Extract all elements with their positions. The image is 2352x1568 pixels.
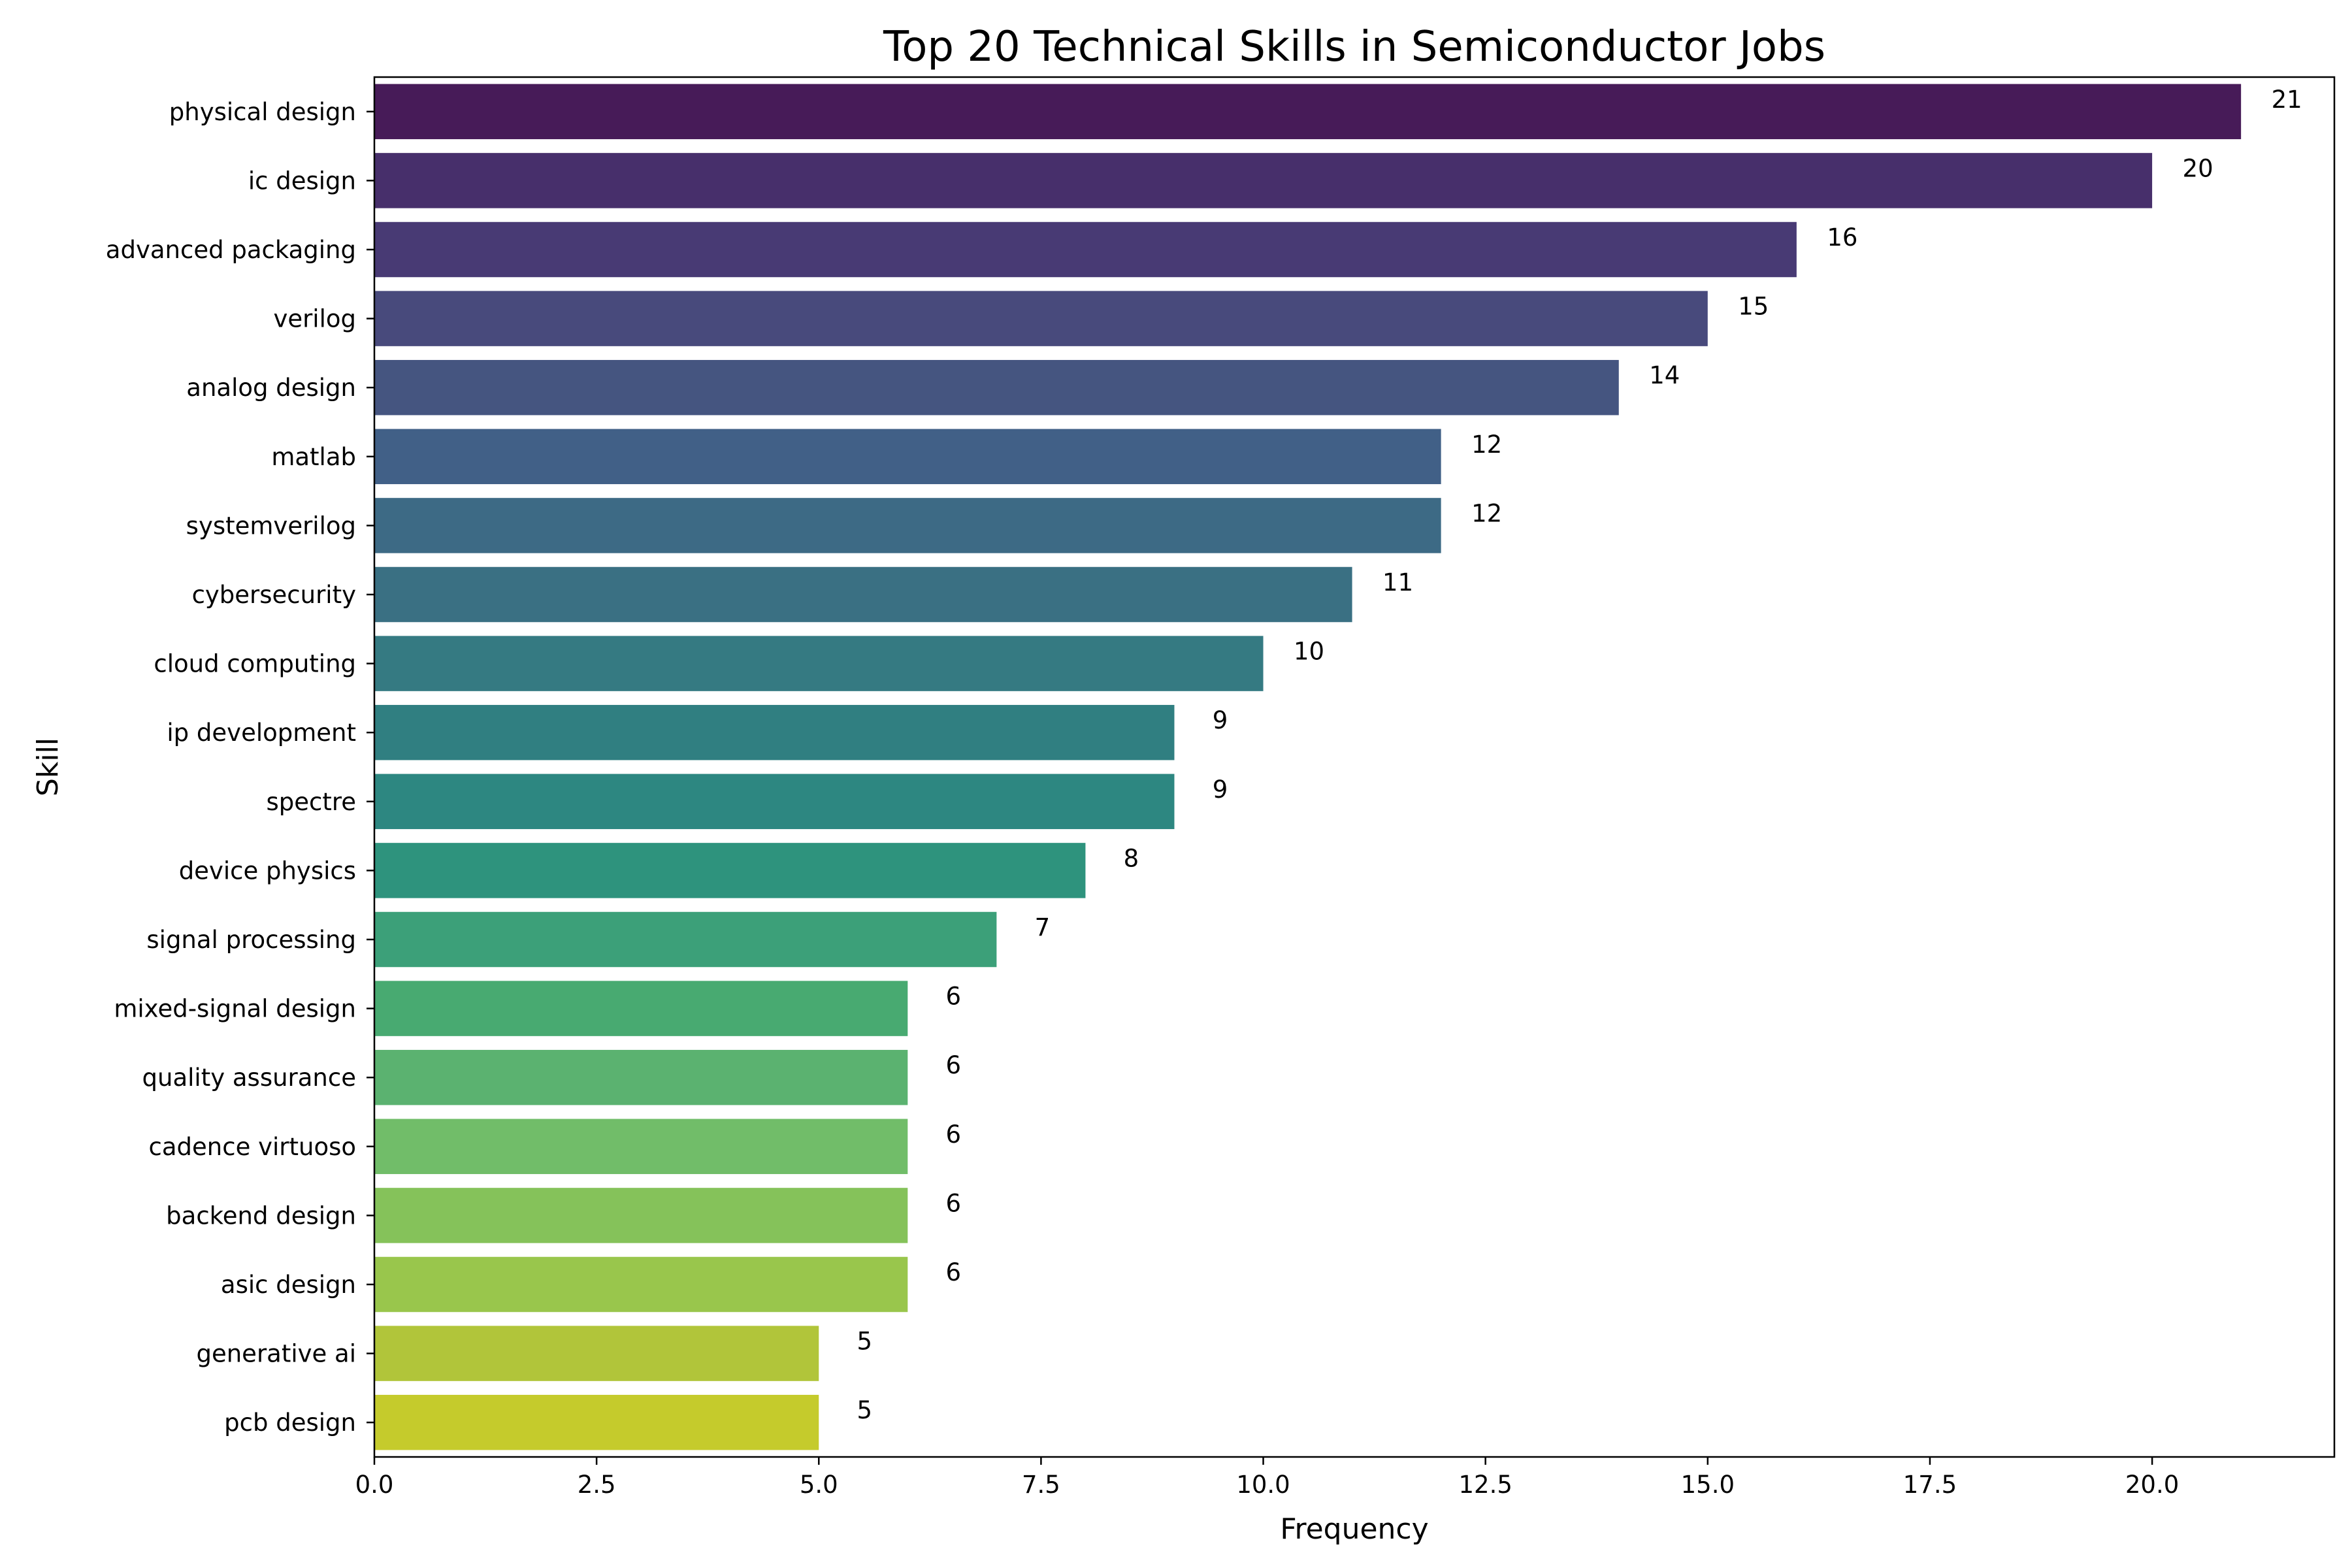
x-tick-label: 2.5 xyxy=(578,1471,616,1499)
value-label-group: 21 20 16 15 14 12 12 11 10 9 9 8 7 6 6 6 6 6 5 5 xyxy=(857,86,2302,1424)
bar-systemverilog xyxy=(374,498,1441,553)
bar-group xyxy=(374,84,2242,1450)
value-label: 11 xyxy=(1382,568,1413,596)
chart-title: Top 20 Technical Skills in Semiconductor… xyxy=(883,23,1825,71)
y-tick-label: asic design xyxy=(221,1271,356,1299)
value-label: 21 xyxy=(2272,86,2302,114)
y-tick-label: analog design xyxy=(186,374,356,402)
x-tick-label: 15.0 xyxy=(1681,1471,1735,1499)
bar-device-physics xyxy=(374,843,1086,898)
y-tick-label: spectre xyxy=(266,788,356,816)
x-tick-label: 10.0 xyxy=(1236,1471,1290,1499)
y-axis-label: Skill xyxy=(31,738,65,796)
y-tick-label: systemverilog xyxy=(186,512,356,540)
y-tick-label: device physics xyxy=(179,857,356,885)
value-label: 20 xyxy=(2183,154,2213,182)
y-tick-label: advanced packaging xyxy=(106,236,356,264)
value-label: 12 xyxy=(1471,431,1502,459)
bar-cybersecurity xyxy=(374,566,1352,623)
bar-backend-design xyxy=(374,1188,908,1243)
value-label: 8 xyxy=(1124,844,1139,872)
x-tick-label: 17.5 xyxy=(1903,1471,1957,1499)
y-axis-ticks: physical design ic design advanced packagi… xyxy=(106,98,374,1437)
y-tick-label: cloud computing xyxy=(154,650,356,678)
value-label: 5 xyxy=(857,1396,872,1424)
bar-analog-design xyxy=(374,359,1619,416)
x-tick-label: 0.0 xyxy=(355,1471,394,1499)
plot-frame xyxy=(373,76,2336,1458)
value-label: 12 xyxy=(1471,499,1502,527)
y-tick-label: cybersecurity xyxy=(192,581,356,609)
x-tick-label: 5.0 xyxy=(800,1471,838,1499)
value-label: 9 xyxy=(1213,776,1228,804)
bar-ip-development xyxy=(374,704,1175,760)
bar-asic-design xyxy=(374,1256,908,1313)
value-label: 6 xyxy=(946,1258,962,1286)
y-tick-label: mixed-signal design xyxy=(114,995,356,1023)
bar-cloud-computing xyxy=(374,636,1264,691)
value-label: 6 xyxy=(946,983,962,1011)
x-tick-label: 7.5 xyxy=(1022,1471,1060,1499)
bar-verilog xyxy=(374,291,1708,346)
bar-signal-processing xyxy=(374,911,997,968)
x-axis-ticks: 0.0 2.5 5.0 7.5 10.0 12.5 15.0 17.5 20.0 xyxy=(355,1457,2179,1499)
value-label: 14 xyxy=(1649,361,1680,389)
y-tick-label: verilog xyxy=(273,305,356,333)
bar-physical-design xyxy=(374,84,2242,140)
y-tick-label: matlab xyxy=(271,443,356,471)
y-tick-label: pcb design xyxy=(224,1409,356,1437)
y-tick-label: ic design xyxy=(248,167,356,195)
x-tick-label: 12.5 xyxy=(1458,1471,1512,1499)
y-tick-label: quality assurance xyxy=(142,1064,356,1092)
bar-advanced-packaging xyxy=(374,221,1797,278)
y-tick-label: physical design xyxy=(169,98,356,126)
value-label: 9 xyxy=(1213,706,1228,734)
bar-quality-assurance xyxy=(374,1049,908,1105)
value-label: 10 xyxy=(1294,638,1324,666)
x-axis-label: Frequency xyxy=(1280,1512,1428,1546)
y-tick-label: backend design xyxy=(166,1201,356,1230)
bar-cadence-virtuoso xyxy=(374,1119,908,1175)
bar-mixed-signal-design xyxy=(374,981,908,1036)
bar-matlab xyxy=(374,429,1441,485)
value-label: 7 xyxy=(1035,913,1051,941)
value-label: 6 xyxy=(946,1120,962,1149)
x-tick-label: 20.0 xyxy=(2125,1471,2179,1499)
value-label: 5 xyxy=(857,1328,872,1356)
y-tick-label: cadence virtuoso xyxy=(149,1133,356,1161)
y-tick-label: signal processing xyxy=(146,926,356,954)
bar-generative-ai xyxy=(374,1326,819,1381)
y-tick-label: ip development xyxy=(167,719,356,747)
value-label: 6 xyxy=(946,1051,962,1079)
value-label: 15 xyxy=(1738,293,1769,321)
value-label: 16 xyxy=(1827,223,1857,252)
bar-pcb-design xyxy=(374,1394,819,1450)
value-label: 6 xyxy=(946,1189,962,1217)
y-tick-label: generative ai xyxy=(196,1340,356,1368)
bar-ic-design xyxy=(374,153,2153,208)
bar-spectre xyxy=(374,774,1175,830)
